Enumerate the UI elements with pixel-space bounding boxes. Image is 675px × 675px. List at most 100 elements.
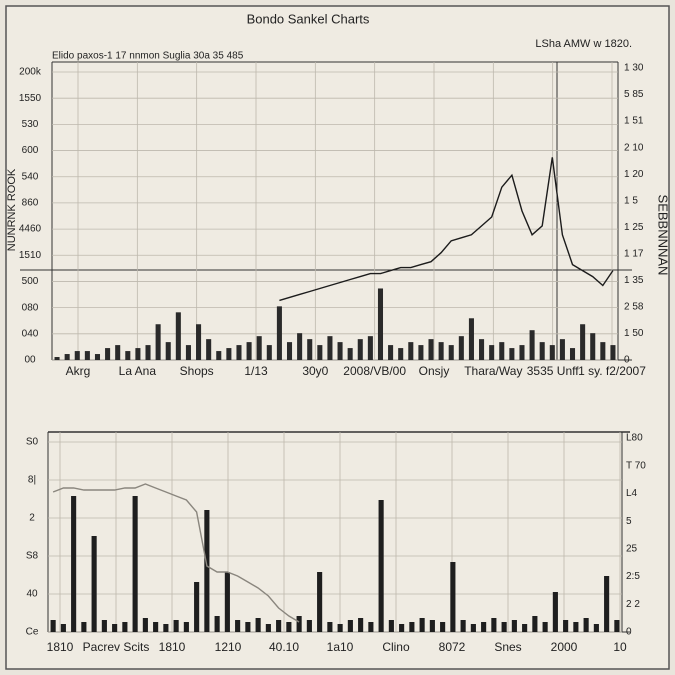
volume-bar [296, 616, 302, 632]
volume-bar [519, 345, 525, 360]
volume-bar [101, 620, 107, 632]
volume-bar [153, 622, 159, 632]
volume-bar [71, 496, 77, 632]
y2-tick-label: 1 5 [624, 195, 638, 206]
volume-bar [378, 500, 384, 632]
volume-bar [122, 622, 128, 632]
x-tick-label: 1a10 [327, 640, 354, 654]
volume-bar [470, 624, 476, 632]
volume-bar [165, 342, 171, 360]
volume-bar [590, 333, 596, 360]
volume-bar [115, 345, 121, 360]
y2-tick-label: 0 [626, 627, 632, 638]
y2-tick-label: 0 [624, 355, 630, 366]
y-tick-label: 080 [22, 302, 39, 313]
volume-bar [499, 342, 505, 360]
volume-bar [60, 624, 66, 632]
x-tick-label: 40.10 [269, 640, 299, 654]
y2-tick-label: 2:5 [626, 571, 640, 582]
volume-bar [194, 582, 200, 632]
volume-bar [236, 345, 242, 360]
volume-bar [145, 345, 151, 360]
price-line [52, 483, 300, 623]
x-tick-label: 8072 [439, 640, 466, 654]
volume-bar [388, 620, 394, 632]
volume-bar [377, 288, 384, 360]
volume-bar [276, 620, 282, 632]
volume-bar [368, 622, 374, 632]
y2-tick-label: 1 51 [624, 116, 644, 127]
y2-tick-label: 5 [626, 516, 632, 527]
volume-bar [74, 351, 80, 360]
volume-bar [255, 618, 261, 632]
volume-bar [204, 510, 210, 632]
volume-bar [458, 336, 464, 360]
x-tick-label: Clino [382, 640, 410, 654]
y-tick-label: 530 [22, 119, 39, 130]
x-tick-label: La Ana [119, 364, 157, 378]
volume-bar [409, 622, 415, 632]
volume-bar [265, 624, 271, 632]
volume-bar [135, 348, 141, 360]
volume-bar [347, 620, 353, 632]
x-tick-label: 1810 [159, 640, 186, 654]
volume-bar [54, 357, 60, 360]
x-tick-label: 3535 Unff [527, 364, 579, 378]
volume-bar [306, 620, 312, 632]
chart-subtitle: Elido paxos-1 17 nnmon Suglia 30a 35 485 [52, 51, 244, 62]
volume-bar [105, 348, 111, 360]
y-tick-label: 00 [24, 355, 36, 366]
y-tick-label: 600 [22, 145, 39, 156]
volume-bar [450, 562, 456, 632]
volume-bar [276, 306, 282, 360]
y-axis-label: NUNRNK ROOK [6, 168, 18, 251]
volume-bar [418, 345, 424, 360]
y2-tick-label: 1 20 [624, 169, 644, 180]
y-tick-label: 500 [22, 276, 39, 287]
volume-bar [429, 620, 435, 632]
volume-bar [286, 342, 293, 360]
volume-bar [125, 351, 131, 360]
volume-bar [399, 624, 405, 632]
volume-bar [460, 620, 466, 632]
volume-bar [428, 339, 434, 360]
y-tick-label: 2 [29, 513, 35, 524]
x-tick-label: 2008/VB/00 [343, 364, 406, 378]
volume-bar [286, 622, 292, 632]
y2-tick-label: 1 30 [624, 63, 644, 74]
y-tick-label: 1550 [19, 93, 42, 104]
volume-bar [327, 622, 333, 632]
volume-bar [559, 339, 565, 360]
y2-axis-label: SEBBNNNAN [656, 195, 671, 276]
y-tick-label: Ce [26, 627, 39, 638]
volume-bar [357, 339, 363, 360]
volume-bar [337, 342, 343, 360]
note: LSha AMW w 1820. [535, 38, 632, 50]
volume-bar [214, 616, 220, 632]
volume-bar [91, 536, 97, 632]
volume-bar [216, 351, 222, 360]
x-tick-label: 10 [613, 640, 627, 654]
y2-tick-label: 5 85 [624, 89, 644, 100]
volume-bar [440, 622, 446, 632]
volume-bar [163, 624, 169, 632]
volume-bar [266, 345, 272, 360]
volume-bar [542, 622, 548, 632]
y-tick-label: S8 [26, 551, 39, 562]
volume-bar [408, 342, 414, 360]
volume-bar [245, 622, 251, 632]
y2-tick-label: 1 25 [624, 222, 644, 233]
volume-bar [509, 348, 515, 360]
y2-tick-label: 1 35 [624, 275, 644, 286]
x-tick-label: 1/13 [244, 364, 268, 378]
volume-bar [337, 624, 343, 632]
volume-bar [155, 324, 161, 360]
volume-bar [583, 618, 589, 632]
y-tick-label: 8| [28, 475, 36, 486]
volume-bar [224, 572, 230, 632]
x-tick-label: Akrg [66, 364, 91, 378]
y2-tick-label: 2 10 [624, 142, 644, 153]
volume-bar [398, 348, 404, 360]
